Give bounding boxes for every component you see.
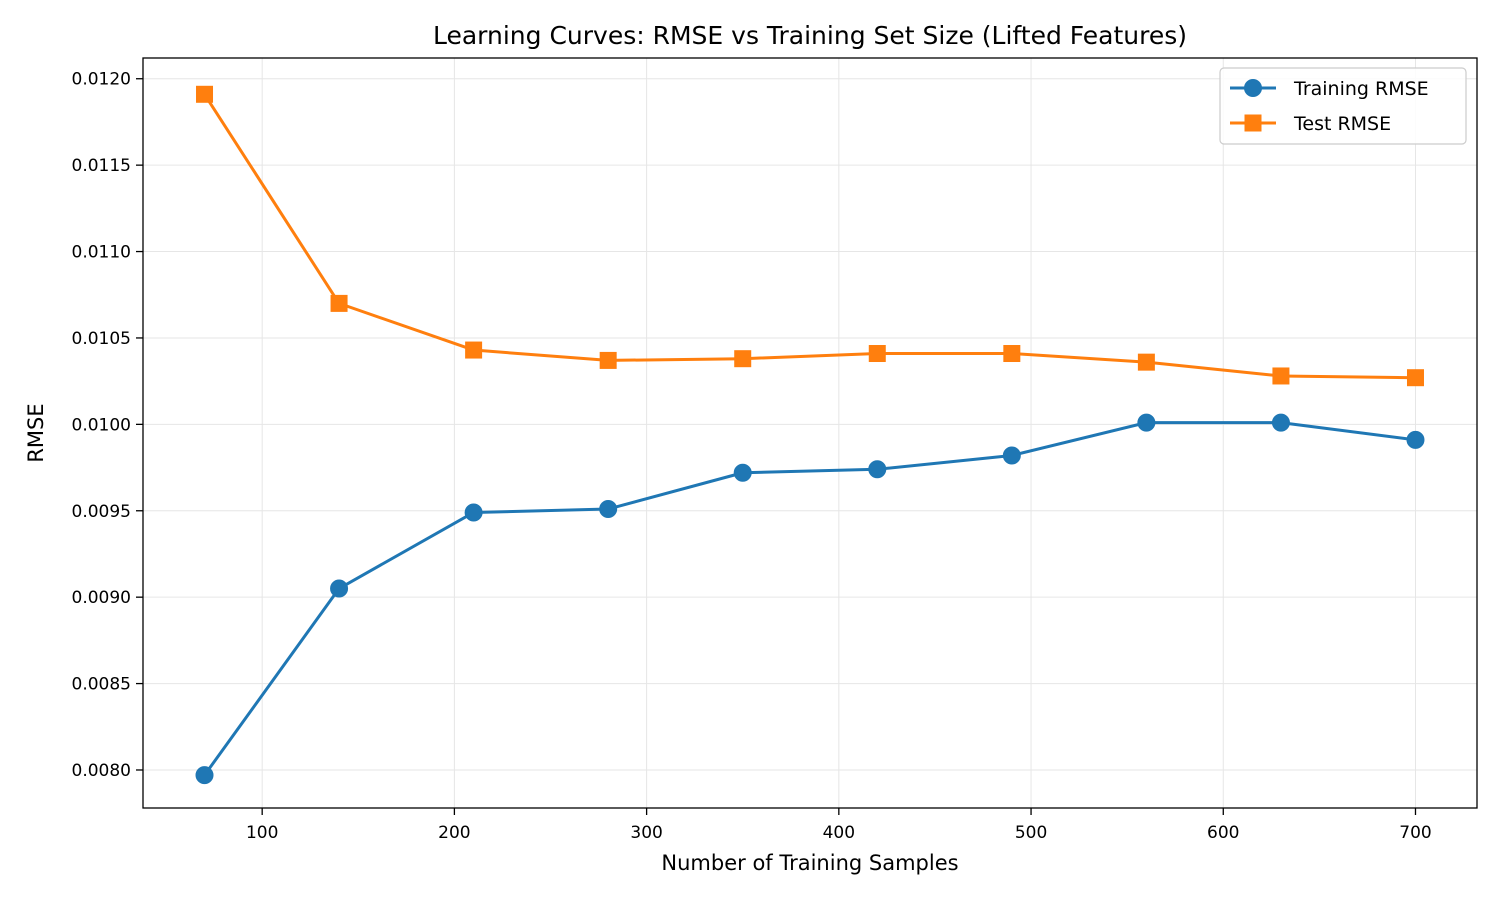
legend-item-test-rmse: Test RMSE <box>1230 113 1391 135</box>
legend-label: Test RMSE <box>1293 113 1391 135</box>
y-tick-label: 0.0110 <box>72 243 131 263</box>
legend: Training RMSE Test RMSE <box>1219 67 1467 145</box>
test-rmse-point <box>465 341 483 359</box>
training-rmse-line <box>203 421 1416 777</box>
x-tick-label: 300 <box>630 823 662 843</box>
test-rmse-point <box>868 345 886 363</box>
y-tick-label: 0.0080 <box>72 761 131 781</box>
legend-swatch-marker <box>1244 114 1262 132</box>
training-rmse-point <box>599 500 618 519</box>
x-tick-label: 400 <box>823 823 855 843</box>
test-rmse-point <box>196 85 214 103</box>
test-rmse-point <box>1003 345 1021 363</box>
training-rmse-point <box>1002 446 1021 465</box>
test-rmse-point <box>1137 353 1155 371</box>
training-rmse-point <box>330 579 349 598</box>
training-rmse-point <box>733 463 752 482</box>
legend-label: Training RMSE <box>1293 78 1429 100</box>
test-rmse-point <box>734 350 752 368</box>
x-tick-label: 600 <box>1207 823 1239 843</box>
test-rmse-point <box>1272 367 1290 385</box>
training-rmse-point <box>464 503 483 522</box>
y-axis-label: RMSE <box>24 403 48 462</box>
test-rmse-line <box>203 93 1416 380</box>
training-rmse-point <box>195 766 214 785</box>
y-tick-label: 0.0085 <box>72 675 131 695</box>
legend-box <box>1219 67 1467 145</box>
test-rmse-point <box>330 294 348 312</box>
chart-title: Learning Curves: RMSE vs Training Set Si… <box>433 21 1187 50</box>
x-tick-label: 200 <box>438 823 470 843</box>
training-rmse-point <box>1271 413 1290 432</box>
series-layer <box>195 85 1425 785</box>
training-rmse-point <box>868 460 887 479</box>
y-tick-label: 0.0120 <box>72 70 131 90</box>
y-tick-label: 0.0090 <box>72 588 131 608</box>
series-test-rmse <box>196 85 1424 387</box>
legend-item-training-rmse: Training RMSE <box>1230 78 1429 100</box>
y-tick-label: 0.0100 <box>72 415 131 435</box>
test-rmse-point <box>1406 369 1424 387</box>
y-tick-label: 0.0115 <box>72 156 131 176</box>
y-tick-label: 0.0105 <box>72 329 131 349</box>
plot-frame <box>142 57 1478 809</box>
tick-layer: 100 200 300 400 500 600 700 0.0080 0.0085 0.0090 0… <box>72 70 1432 843</box>
training-rmse-point <box>1406 430 1425 449</box>
y-tick-label: 0.0095 <box>72 502 131 522</box>
x-tick-label: 100 <box>246 823 278 843</box>
training-rmse-point <box>1137 413 1156 432</box>
grid-layer <box>143 58 1477 808</box>
x-tick-label: 700 <box>1399 823 1431 843</box>
x-axis-label: Number of Training Samples <box>661 851 958 875</box>
legend-swatch-marker <box>1244 79 1262 97</box>
test-rmse-point <box>599 351 617 369</box>
x-tick-label: 500 <box>1015 823 1047 843</box>
series-training-rmse <box>195 413 1425 785</box>
